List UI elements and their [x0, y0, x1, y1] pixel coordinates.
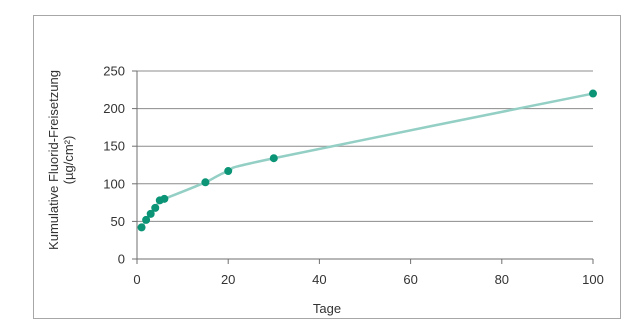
axis-labels: Tage Kumulative Fluorid-Freisetzung (µg/… — [46, 70, 341, 316]
y-tick-label: 200 — [103, 101, 125, 116]
series-line-layer — [140, 92, 595, 229]
data-point — [151, 203, 160, 212]
x-tick-label: 100 — [582, 272, 604, 287]
x-tick-label: 0 — [133, 272, 140, 287]
data-point — [224, 167, 233, 176]
data-point — [160, 194, 169, 203]
x-tick-label: 80 — [495, 272, 509, 287]
y-tick-label: 250 — [103, 64, 125, 79]
data-point — [146, 209, 155, 218]
axes: 0 50 100 150 200 250 0 20 40 60 80 100 — [103, 64, 604, 288]
y-tick-label: 100 — [103, 176, 125, 191]
x-tick-label: 60 — [403, 272, 417, 287]
data-point — [142, 215, 151, 224]
x-tick-label: 40 — [312, 272, 326, 287]
x-tick-label: 20 — [221, 272, 235, 287]
chart-frame — [33, 15, 621, 319]
data-point — [137, 223, 146, 232]
data-point — [269, 154, 278, 163]
data-points — [137, 89, 597, 232]
data-point — [201, 178, 210, 187]
grid-lines — [137, 70, 593, 222]
series-line — [140, 92, 595, 229]
x-axis-label: Tage — [313, 301, 341, 316]
data-point — [589, 89, 597, 98]
y-axis-label-line1: Kumulative Fluorid-Freisetzung — [46, 70, 61, 250]
y-tick-label: 150 — [103, 139, 125, 154]
y-axis-label-line2: (µg/cm²) — [61, 136, 76, 185]
y-tick-label: 0 — [118, 252, 125, 267]
y-tick-label: 50 — [111, 214, 125, 229]
